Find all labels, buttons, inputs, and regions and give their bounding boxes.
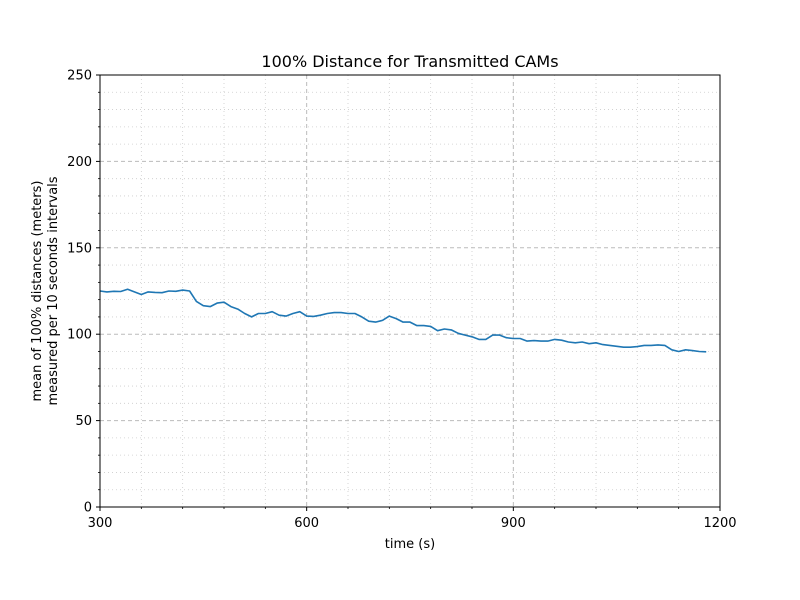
- plot-frame: [99, 74, 721, 508]
- y-axis-label-line-1: mean of 100% distances (meters): [30, 181, 45, 402]
- y-tick-label: 100: [67, 328, 92, 343]
- x-axis-label: time (s): [385, 537, 435, 552]
- y-axis-label-line-2: measured per 10 seconds intervals: [46, 176, 61, 405]
- y-tick-label: 150: [67, 241, 92, 256]
- x-tick-label: 1200: [703, 516, 736, 531]
- major-gridlines: [100, 75, 720, 507]
- y-tick-label: 250: [67, 69, 92, 84]
- chart-title: 100% Distance for Transmitted CAMs: [261, 52, 558, 71]
- x-tick-label: 900: [501, 516, 526, 531]
- y-tick-label: 0: [84, 501, 92, 516]
- x-tick-label: 300: [88, 516, 113, 531]
- series-layer: [99, 288, 707, 353]
- minor-gridlines: [100, 75, 720, 507]
- x-tick-label: 600: [294, 516, 319, 531]
- y-tick-label: 50: [75, 414, 92, 429]
- y-tick-label: 200: [67, 155, 92, 170]
- series-line: [99, 288, 707, 353]
- y-axis-label: mean of 100% distances (meters) measured…: [30, 176, 61, 405]
- axis-ticks: 300 600 900 1200 0 50 100 150 200 250: [67, 69, 736, 532]
